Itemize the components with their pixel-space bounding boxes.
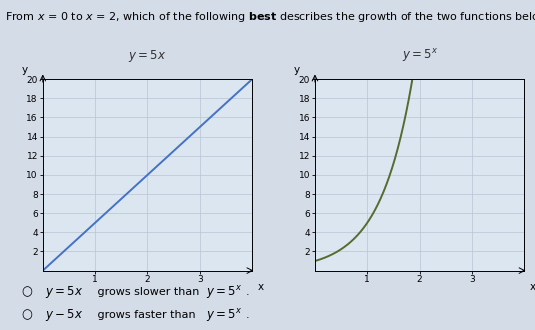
Text: .: . — [246, 287, 250, 297]
Text: .: . — [246, 310, 250, 320]
Text: $y=5x$: $y=5x$ — [45, 284, 83, 300]
Text: $y=5^x$: $y=5^x$ — [206, 307, 242, 324]
Text: $y=5x$: $y=5x$ — [128, 48, 166, 64]
Text: x: x — [530, 282, 535, 292]
Text: From $x$ = 0 to $x$ = 2, which of the following $\bf{best}$ describes the growth: From $x$ = 0 to $x$ = 2, which of the fo… — [5, 10, 535, 24]
Text: ○: ○ — [21, 309, 32, 322]
Text: $y-5x$: $y-5x$ — [45, 307, 83, 323]
Text: grows slower than: grows slower than — [94, 287, 203, 297]
Text: ○: ○ — [21, 285, 32, 299]
Text: $y=5^x$: $y=5^x$ — [401, 47, 438, 64]
Text: y: y — [21, 65, 27, 75]
Text: grows faster than: grows faster than — [94, 310, 198, 320]
Text: $y=5^x$: $y=5^x$ — [206, 283, 242, 301]
Text: x: x — [257, 282, 264, 292]
Text: y: y — [294, 65, 300, 75]
